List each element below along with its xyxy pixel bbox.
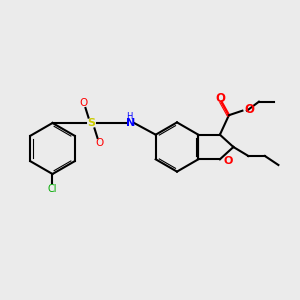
Text: O: O [215, 92, 225, 105]
Text: S: S [88, 118, 95, 128]
Text: O: O [80, 98, 88, 108]
Text: Cl: Cl [48, 184, 57, 194]
Text: O: O [95, 138, 103, 148]
Text: O: O [244, 103, 254, 116]
Text: H: H [126, 112, 132, 121]
Text: N: N [126, 118, 135, 128]
Text: O: O [224, 156, 233, 166]
